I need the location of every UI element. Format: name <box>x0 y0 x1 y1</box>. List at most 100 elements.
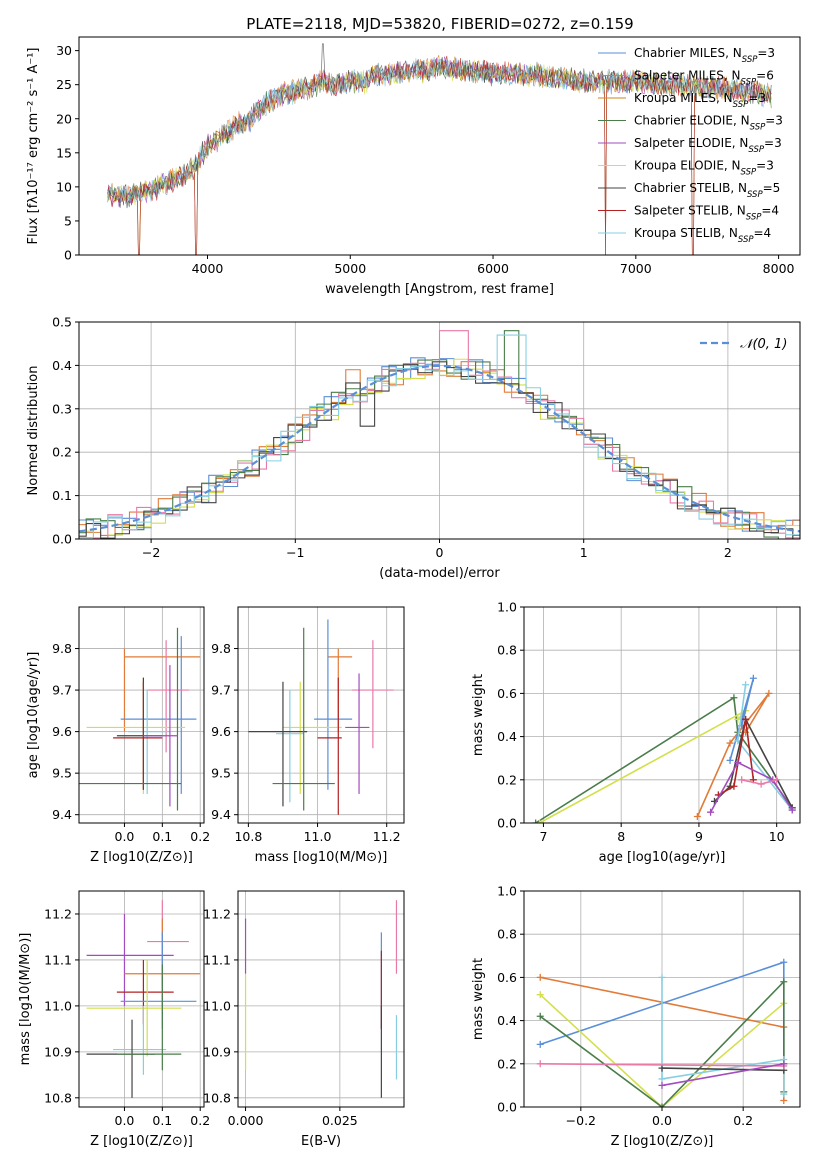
x-tick-label: 10.8 <box>234 829 262 844</box>
y-axis-label: age [log10(age/yr)] <box>26 652 41 779</box>
x-tick-label: 2 <box>724 545 732 560</box>
residuals-legend: 𝒩(0, 1) <box>700 337 787 352</box>
mass-weight-marker <box>738 776 746 784</box>
mass-vs-z-panel: 0.0 0.1 0.2 10.8 10.9 11.0 11.1 11.2 Z [log10(Z/… <box>18 890 210 1149</box>
x-tick-label: 7 <box>539 829 547 844</box>
legend-label: Kroupa STELIB, NSSP=4 <box>634 226 771 245</box>
mass-weight-marker <box>773 776 781 784</box>
mass-weight-marker <box>658 973 666 981</box>
y-tick-label: 0.2 <box>52 445 72 460</box>
mass-weight-marker <box>536 1060 544 1068</box>
mass-weight-marker <box>536 819 544 823</box>
plot-area <box>86 900 201 1098</box>
y-tick-label: 0.5 <box>52 315 72 330</box>
legend-label: Kroupa MILES, NSSP=3 <box>634 91 766 110</box>
y-tick-label: 0.0 <box>52 532 72 547</box>
y-tick-label: 11.2 <box>203 906 231 921</box>
mass-weight-marker <box>734 759 742 767</box>
mass-weight-line <box>713 717 793 809</box>
legend-label-text: Kroupa STELIB, N <box>634 226 738 240</box>
mass-weight-marker <box>780 1060 788 1068</box>
x-tick-label: 8000 <box>763 261 795 276</box>
mass-weight-marker <box>536 973 544 981</box>
y-tick-label: 0.8 <box>497 927 517 942</box>
y-tick-label: 0.4 <box>52 358 72 373</box>
spectrum-line <box>107 57 772 204</box>
x-tick-label: −1 <box>286 545 304 560</box>
x-tick-label: 8 <box>617 829 625 844</box>
legend-label-suffix: =3 <box>765 114 783 128</box>
y-tick-label: 10.9 <box>44 1044 72 1059</box>
legend-label-suffix: =3 <box>756 159 774 173</box>
mass-weight-marker <box>788 806 796 814</box>
mass-weight-marker <box>536 1040 544 1048</box>
x-tick-label: 0.1 <box>152 1113 172 1128</box>
plot-area <box>532 674 796 823</box>
y-tick-label: 0.1 <box>52 488 72 503</box>
legend-label-suffix: =3 <box>757 46 775 60</box>
y-tick-label: 10 <box>56 179 72 194</box>
legend-label-suffix: =4 <box>754 226 772 240</box>
y-tick-label: 0.6 <box>497 686 517 701</box>
y-tick-label: 0.6 <box>497 970 517 985</box>
histogram-series <box>79 334 800 539</box>
legend-label-sub: SSP <box>748 145 764 155</box>
legend-label-text: Chabrier ELODIE, N <box>634 114 750 128</box>
y-tick-label: 0 <box>64 248 72 263</box>
x-tick-label: 0.2 <box>190 1113 210 1128</box>
legend-label-text: Salpeter ELODIE, N <box>634 136 748 150</box>
legend-label: Kroupa ELODIE, NSSP=3 <box>634 159 774 178</box>
y-tick-label: 25 <box>56 77 72 92</box>
y-tick-label: 11.0 <box>44 998 72 1013</box>
mass-weight-line <box>539 994 785 1107</box>
y-tick-label: 9.5 <box>52 766 72 781</box>
mass-weight-line <box>540 1063 784 1067</box>
mass-weight-marker <box>726 739 734 747</box>
x-axis-label: E(B-V) <box>301 1134 341 1149</box>
y-tick-label: 10.8 <box>203 1090 231 1105</box>
plot-area <box>107 43 772 255</box>
legend-label-suffix: =6 <box>756 69 774 83</box>
mass-weight-marker <box>707 808 715 816</box>
y-axis-label: Flux [fλ10⁻¹⁷ erg cm⁻² s⁻¹ A⁻¹] <box>26 48 41 245</box>
legend-label-sub: SSP <box>750 123 766 133</box>
mass-weight-marker <box>765 689 773 697</box>
mass-weight-line <box>535 696 793 823</box>
legend-label-text: Salpeter STELIB, N <box>634 204 746 218</box>
histogram-series <box>79 361 800 539</box>
mass-weight-marker <box>780 1090 788 1098</box>
y-tick-label: 9.4 <box>52 807 72 822</box>
mass-weight-marker <box>730 782 738 790</box>
y-tick-label: 9.7 <box>211 683 231 698</box>
legend-label: Chabrier ELODIE, NSSP=3 <box>634 114 783 133</box>
x-tick-label: 10 <box>769 829 785 844</box>
y-tick-label: 10.9 <box>203 1044 231 1059</box>
mass-weight-marker <box>780 978 788 986</box>
legend-label-sub: SSP <box>738 235 754 245</box>
x-tick-label: 11.2 <box>373 829 401 844</box>
legend-label: Salpeter MILES, NSSP=6 <box>634 69 774 88</box>
x-tick-label: 6000 <box>477 261 509 276</box>
mass-weight-marker <box>780 1097 788 1105</box>
y-tick-label: 9.8 <box>52 641 72 656</box>
legend-label: Chabrier STELIB, NSSP=5 <box>634 181 780 200</box>
x-tick-label: 9 <box>695 829 703 844</box>
mass-weight-line <box>718 719 755 796</box>
plot-area <box>244 900 398 1098</box>
y-tick-label: 0.8 <box>497 643 517 658</box>
y-tick-label: 20 <box>56 111 72 126</box>
y-tick-label: 0.2 <box>497 772 517 787</box>
axes-frame <box>237 890 405 1108</box>
y-tick-label: 10.8 <box>44 1090 72 1105</box>
legend-label-text: Salpeter MILES, N <box>634 69 741 83</box>
y-tick-label: 1.0 <box>497 600 517 615</box>
y-tick-label: 9.4 <box>211 807 231 822</box>
x-axis-label: wavelength [Angstrom, rest frame] <box>325 282 554 297</box>
x-tick-label: 0.0 <box>115 1113 135 1128</box>
age-vs-mass-panel: 10.8 11.0 11.2 9.4 9.5 9.6 9.7 9.8 mass [log10(M… <box>211 606 405 865</box>
y-tick-label: 0.4 <box>497 729 517 744</box>
mass-weight-marker <box>742 681 750 689</box>
x-tick-label: −2 <box>142 545 160 560</box>
y-tick-label: 15 <box>56 145 72 160</box>
